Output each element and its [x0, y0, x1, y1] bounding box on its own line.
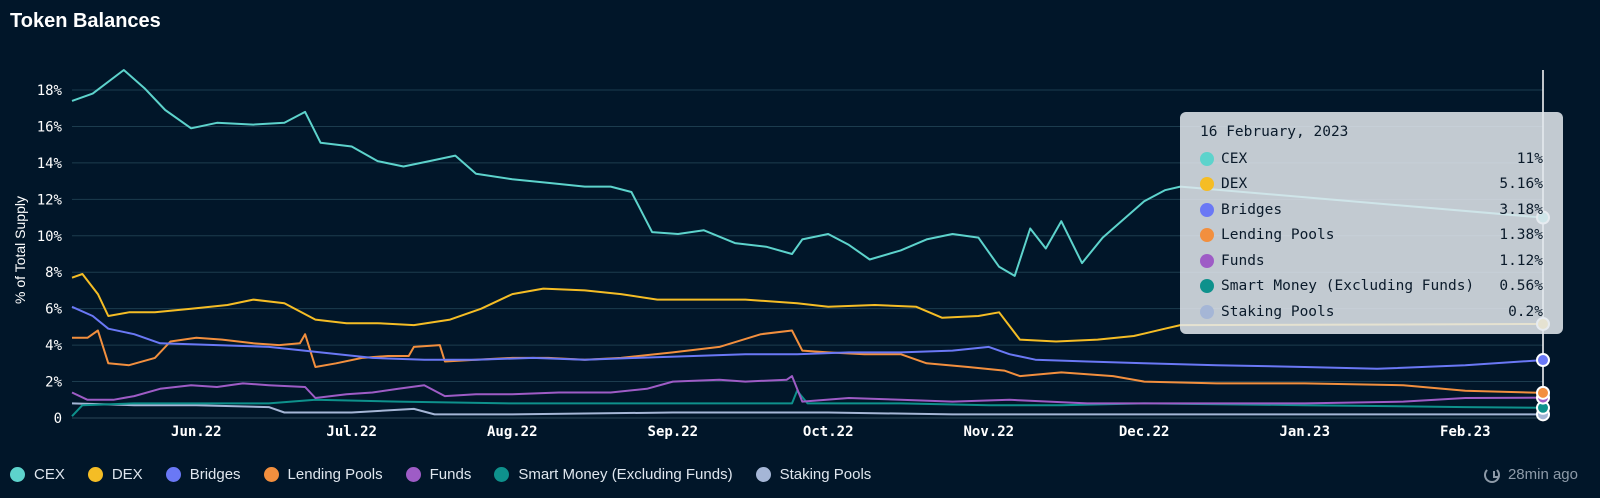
y-axis-ticks: 0 2% 4% 6% 8% 10% 12% 14% 16% 18%	[37, 83, 63, 427]
legend-label: DEX	[111, 466, 143, 483]
legend-dot	[405, 467, 421, 482]
legend-label: Bridges	[189, 466, 241, 483]
legend-dot	[87, 467, 103, 482]
y-tick-label: 18%	[37, 83, 63, 99]
tooltip-series-dot	[1200, 279, 1214, 294]
legend-dot	[263, 467, 279, 482]
hover-marker	[1536, 353, 1550, 368]
x-tick-label: Aug.22	[487, 424, 538, 440]
legend-item[interactable]: Funds	[405, 466, 472, 483]
series-line[interactable]	[71, 305, 1544, 370]
legend-label: CEX	[34, 466, 65, 483]
legend-item[interactable]: Lending Pools	[263, 466, 383, 483]
tooltip-date: 16 February, 2023	[1200, 124, 1349, 140]
series-line[interactable]	[71, 402, 1543, 416]
y-axis-label: % of Total Supply	[12, 196, 28, 304]
last-updated[interactable]: 28min ago	[1483, 466, 1578, 483]
legend-dot	[755, 467, 771, 482]
x-tick-label: Jan.23	[1279, 424, 1330, 440]
legend-item[interactable]: Staking Pools	[755, 466, 872, 483]
tooltip-series-value: 1.12%	[1499, 252, 1543, 269]
y-tick-label: 12%	[37, 192, 63, 208]
series-line[interactable]	[71, 273, 1544, 343]
tooltip-row: DEX 5.16%	[1200, 172, 1543, 198]
tooltip-series-value: 5.16%	[1499, 176, 1543, 193]
tooltip-series-value: 0.2%	[1508, 303, 1543, 320]
x-tick-label: Sep.22	[648, 424, 699, 440]
tooltip-series-name: Funds	[1221, 252, 1265, 269]
tooltip-row: Smart Money (Excluding Funds) 0.56%	[1200, 274, 1543, 300]
tooltip-series-value: 0.56%	[1499, 278, 1543, 295]
tooltip-series-dot	[1200, 253, 1214, 268]
series-lines	[71, 69, 1544, 417]
legend-label: Staking Pools	[779, 466, 872, 483]
tooltip-row: Bridges 3.18%	[1200, 197, 1543, 223]
x-tick-label: Nov.22	[963, 424, 1014, 440]
tooltip-row: Staking Pools 0.2%	[1200, 299, 1543, 325]
tooltip-series-name: Smart Money (Excluding Funds)	[1221, 278, 1475, 295]
legend-item[interactable]: CEX	[10, 466, 65, 483]
legend-item[interactable]: Bridges	[165, 466, 241, 483]
y-tick-label: 0	[54, 411, 62, 427]
page-title: Token Balances	[10, 10, 161, 32]
legend-dot	[494, 467, 510, 482]
chart-legend: CEX DEX Bridges Lending Pools Funds Smart Mon…	[10, 466, 894, 483]
x-axis-ticks: Jun.22 Jul.22 Aug.22 Sep.22 Oct.22 Nov.22 Dec.…	[171, 424, 1491, 440]
legend-item[interactable]: Smart Money (Excluding Funds)	[494, 466, 733, 483]
tooltip-series-dot	[1200, 177, 1214, 192]
legend-label: Lending Pools	[287, 466, 383, 483]
y-tick-label: 2%	[45, 375, 62, 391]
tooltip-series-name: Bridges	[1221, 201, 1283, 218]
hover-marker	[1536, 385, 1550, 400]
legend-item[interactable]: DEX	[87, 466, 143, 483]
y-tick-label: 8%	[45, 265, 62, 281]
tooltip-series-value: 11%	[1516, 150, 1543, 167]
legend-dot	[10, 467, 25, 482]
legend-label: Smart Money (Excluding Funds)	[518, 466, 733, 483]
tooltip-row: Lending Pools 1.38%	[1200, 223, 1543, 249]
series-line[interactable]	[71, 375, 1544, 405]
hover-tooltip: 16 February, 2023 CEX 11% DEX 5.16% Bridges 3…	[1180, 112, 1563, 334]
tooltip-series-dot	[1200, 304, 1214, 319]
tooltip-series-dot	[1200, 228, 1214, 243]
line-chart[interactable]: 0 2% 4% 6% 8% 10% 12% 14% 16% 18% Jun.22 Jul.22 Aug…	[0, 0, 1600, 460]
tooltip-series-dot	[1200, 202, 1214, 217]
series-line[interactable]	[71, 69, 1544, 277]
x-tick-label: Jun.22	[171, 424, 222, 440]
tooltip-series-name: Staking Pools	[1221, 303, 1335, 320]
tooltip-row: Funds 1.12%	[1200, 248, 1543, 274]
x-tick-label: Oct.22	[803, 424, 854, 440]
tooltip-row: CEX 11%	[1200, 146, 1543, 172]
series-line[interactable]	[72, 329, 1544, 394]
y-tick-label: 16%	[37, 119, 63, 135]
y-tick-label: 10%	[37, 229, 63, 245]
last-updated-text: 28min ago	[1507, 466, 1578, 483]
y-tick-label: 6%	[45, 302, 62, 318]
x-tick-label: Dec.22	[1119, 424, 1170, 440]
x-tick-label: Feb.23	[1440, 424, 1491, 440]
legend-label: Funds	[429, 466, 472, 483]
y-tick-label: 4%	[45, 338, 62, 354]
legend-dot	[165, 467, 181, 482]
tooltip-series-dot	[1200, 151, 1214, 166]
tooltip-series-value: 1.38%	[1499, 227, 1543, 244]
tooltip-series-name: Lending Pools	[1221, 227, 1335, 244]
refresh-icon[interactable]	[1483, 466, 1500, 483]
tooltip-series-name: DEX	[1221, 176, 1248, 193]
tooltip-series-name: CEX	[1221, 150, 1248, 167]
x-tick-label: Jul.22	[326, 424, 377, 440]
tooltip-series-value: 3.18%	[1499, 201, 1543, 218]
y-tick-label: 14%	[37, 156, 63, 172]
